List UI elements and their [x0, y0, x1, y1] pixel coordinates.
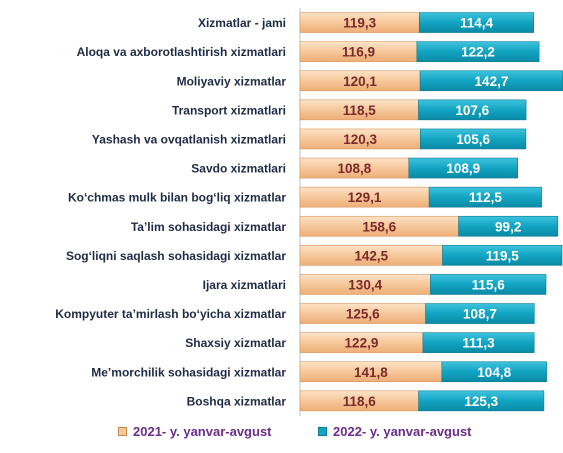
data-label-2022: 104,8 [477, 365, 511, 380]
category-label: Sog‘liqni saqlash sohasidagi xizmatlar [66, 249, 286, 263]
data-label-2021: 122,9 [345, 336, 379, 351]
data-label-2021: 142,5 [354, 248, 388, 263]
legend: 2021- y. yanvar-avgust 2022- y. yanvar-a… [0, 424, 563, 448]
bar-2022 [441, 361, 547, 383]
data-label-2022: 122,2 [461, 45, 495, 60]
legend-swatch-2022 [318, 427, 327, 436]
bar-2022 [458, 215, 559, 237]
category-label: Transport xizmatlari [172, 103, 286, 117]
bar-2022 [442, 245, 563, 266]
data-label-2022: 105,6 [456, 132, 490, 147]
data-label-2022: 108,9 [446, 161, 480, 176]
data-label-2021: 116,9 [342, 45, 375, 60]
category-label: Yashash va ovqatlanish xizmatlari [92, 132, 286, 146]
category-label: Ta’lim sohasidagi xizmatlar [131, 220, 286, 234]
category-label: Aloqa va axborotlashtirish xizmatlari [77, 45, 286, 59]
bars [299, 12, 563, 412]
data-label-2021: 118,6 [343, 394, 377, 409]
data-label-2021: 158,6 [362, 219, 396, 234]
data-label-2022: 107,6 [455, 103, 489, 118]
category-label: Boshqa xizmatlar [187, 394, 287, 408]
legend-label-2021: 2021- y. yanvar-avgust [133, 424, 272, 439]
data-label-2022: 112,5 [469, 190, 503, 205]
bar-2022 [419, 128, 527, 150]
data-label-2021: 141,8 [354, 365, 388, 380]
legend-item-2021: 2021- y. yanvar-avgust [118, 424, 272, 439]
stacked-bar-chart: Xizmatlar - jami Aloqa va axborotlashtiri… [55, 8, 563, 416]
data-label-2021: 130,4 [348, 277, 382, 292]
data-label-2021: 120,1 [343, 74, 377, 89]
category-label: Xizmatlar - jami [198, 16, 286, 30]
category-label: Ko‘chmas mulk bilan bog‘liq xizmatlar [68, 191, 286, 205]
category-label: Me’morchilik sohasidagi xizmatlar [91, 365, 286, 379]
data-label-2022: 115,6 [472, 277, 506, 292]
bar-2022 [416, 41, 540, 62]
bar-2022 [418, 12, 534, 33]
bar-2022 [422, 332, 535, 353]
data-label-2021: 125,6 [346, 307, 380, 322]
bar-2022 [408, 157, 518, 179]
bar-2022 [428, 186, 542, 208]
category-label: Ijara xizmatlari [203, 278, 286, 292]
bar-2022 [425, 303, 535, 324]
data-label-2022: 125,3 [464, 394, 498, 409]
category-labels: Xizmatlar - jami Aloqa va axborotlashtiri… [55, 16, 286, 408]
data-label-2022: 114,4 [460, 16, 494, 31]
category-label: Shaxsiy xizmatlar [185, 336, 286, 350]
data-label-2021: 119,3 [343, 16, 377, 31]
data-label-2021: 118,5 [343, 103, 377, 118]
data-label-2022: 111,3 [462, 336, 495, 351]
data-label-2022: 142,7 [475, 74, 509, 89]
bar-2022 [418, 99, 527, 121]
category-label: Moliyaviy xizmatlar [177, 74, 287, 88]
legend-swatch-2021 [118, 427, 127, 436]
data-label-2021: 120,3 [343, 132, 377, 147]
legend-item-2022: 2022- y. yanvar-avgust [318, 424, 472, 439]
data-label-2021: 129,1 [348, 190, 382, 205]
bar-2022 [418, 390, 545, 412]
bar-2022 [430, 274, 547, 295]
category-label: Kompyuter ta’mirlash bo‘yicha xizmatlar [55, 307, 286, 321]
legend-label-2022: 2022- y. yanvar-avgust [333, 424, 472, 439]
data-label-2022: 119,5 [486, 248, 520, 263]
data-label-2021: 108,8 [338, 161, 372, 176]
category-label: Savdo xizmatlari [191, 162, 286, 176]
data-label-2022: 108,7 [463, 307, 497, 322]
data-label-2022: 99,2 [495, 219, 521, 234]
data-labels: 119,3 114,4 116,9 122,2 120,1 142,7 118,5 107,6… [338, 16, 522, 409]
